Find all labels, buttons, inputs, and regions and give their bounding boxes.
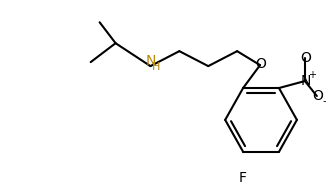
Text: +: +: [308, 70, 316, 80]
Text: F: F: [239, 171, 247, 185]
Text: N: N: [301, 74, 311, 88]
Text: N: N: [145, 54, 156, 68]
Text: O: O: [256, 57, 266, 71]
Text: O: O: [301, 51, 311, 65]
Text: H: H: [152, 62, 161, 72]
Text: -: -: [323, 96, 326, 106]
Text: O: O: [312, 89, 323, 103]
